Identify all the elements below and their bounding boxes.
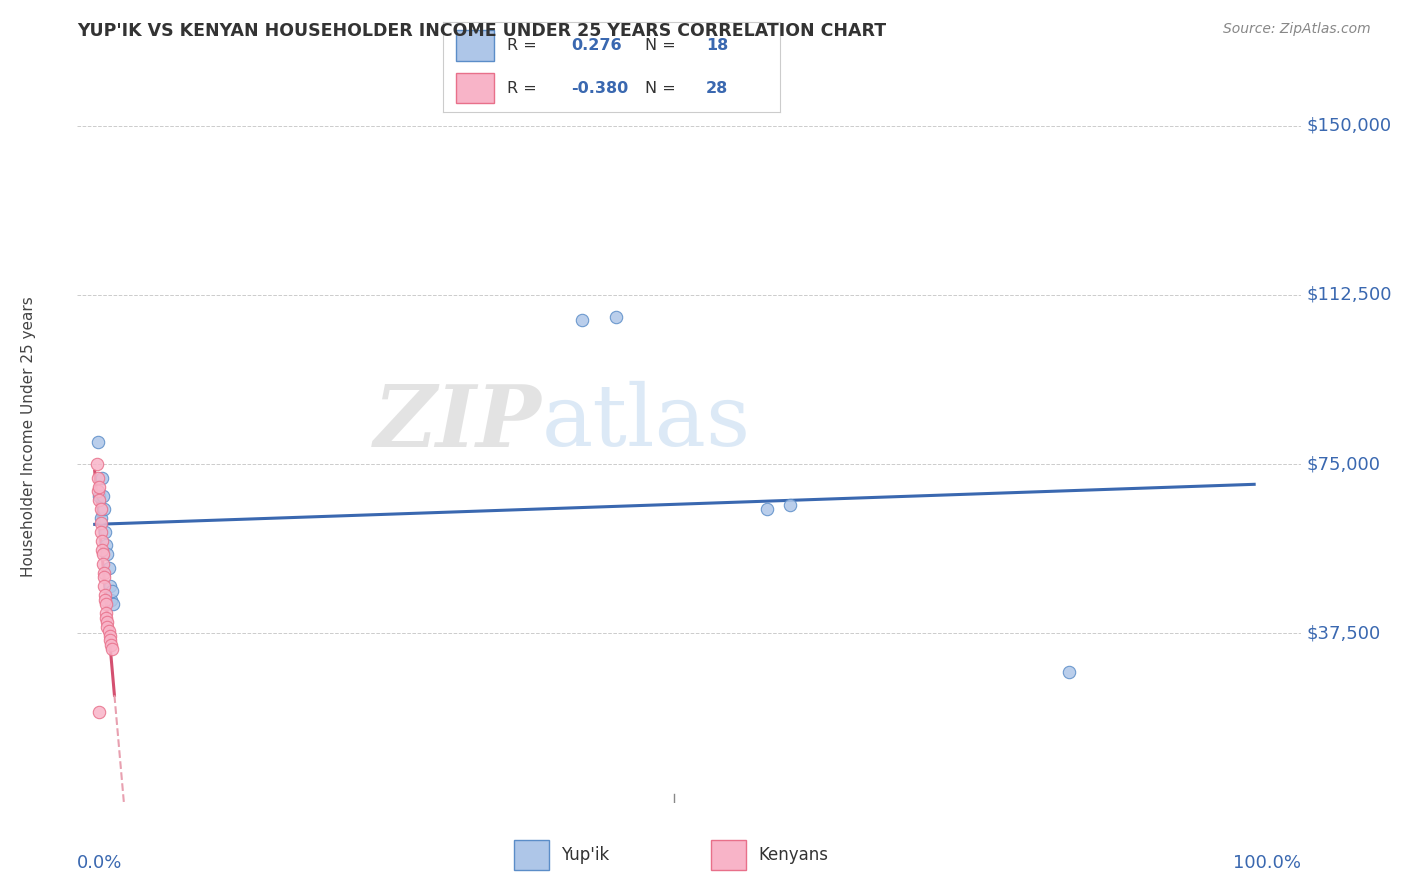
Point [89,706,111,720]
Point [94,588,117,602]
Point [90,471,112,485]
Point [93,502,115,516]
Point [779,498,801,512]
Text: R =: R = [508,38,541,53]
Text: ZIP: ZIP [374,381,543,464]
Point [101,583,124,598]
FancyBboxPatch shape [515,839,550,870]
Point [87,434,110,449]
Text: N =: N = [645,81,682,95]
Text: 0.0%: 0.0% [77,854,122,872]
Text: R =: R = [508,81,541,95]
Point [86,457,108,471]
Point [100,638,122,652]
Point [90,533,112,548]
Point [89,516,111,530]
Point [756,502,779,516]
Point [89,480,111,494]
Point [89,511,111,525]
Point [93,566,115,580]
Point [605,310,627,325]
Point [91,557,114,571]
Text: 18: 18 [706,38,728,53]
Text: Source: ZipAtlas.com: Source: ZipAtlas.com [1223,22,1371,37]
Point [96,597,118,611]
Text: 28: 28 [706,81,728,95]
Point [96,615,118,630]
FancyBboxPatch shape [457,73,494,103]
Point [89,502,111,516]
Point [1057,665,1080,679]
Text: -0.380: -0.380 [571,81,628,95]
Point [93,579,115,593]
FancyBboxPatch shape [711,839,747,870]
Point [87,471,110,485]
Point [101,642,124,657]
Text: $37,500: $37,500 [1306,624,1381,642]
Point [571,312,593,326]
Point [89,489,111,503]
Point [103,597,125,611]
Text: $75,000: $75,000 [1306,455,1381,473]
Point [98,629,121,643]
Text: N =: N = [645,38,682,53]
Text: Householder Income Under 25 years: Householder Income Under 25 years [21,297,37,577]
Point [98,579,121,593]
Text: YUP'IK VS KENYAN HOUSEHOLDER INCOME UNDER 25 YEARS CORRELATION CHART: YUP'IK VS KENYAN HOUSEHOLDER INCOME UNDE… [77,22,886,40]
Text: 0.276: 0.276 [571,38,621,53]
Point [90,543,112,558]
Point [97,624,120,639]
Text: Yup'ik: Yup'ik [561,846,610,863]
Point [91,548,114,562]
Point [100,592,122,607]
Point [96,620,118,634]
Point [98,633,121,648]
Point [96,606,118,620]
Point [87,484,110,499]
Text: Kenyans: Kenyans [758,846,828,863]
Point [96,610,118,624]
Point [89,493,111,508]
Point [96,548,118,562]
Point [96,538,118,552]
Text: $112,500: $112,500 [1306,285,1392,304]
Point [94,592,117,607]
Text: $150,000: $150,000 [1306,117,1392,135]
FancyBboxPatch shape [457,30,494,61]
Point [89,524,111,539]
Text: 100.0%: 100.0% [1233,854,1301,872]
Point [94,524,117,539]
Point [93,570,115,584]
Point [91,489,114,503]
Text: atlas: atlas [543,381,751,464]
Point [97,561,120,575]
